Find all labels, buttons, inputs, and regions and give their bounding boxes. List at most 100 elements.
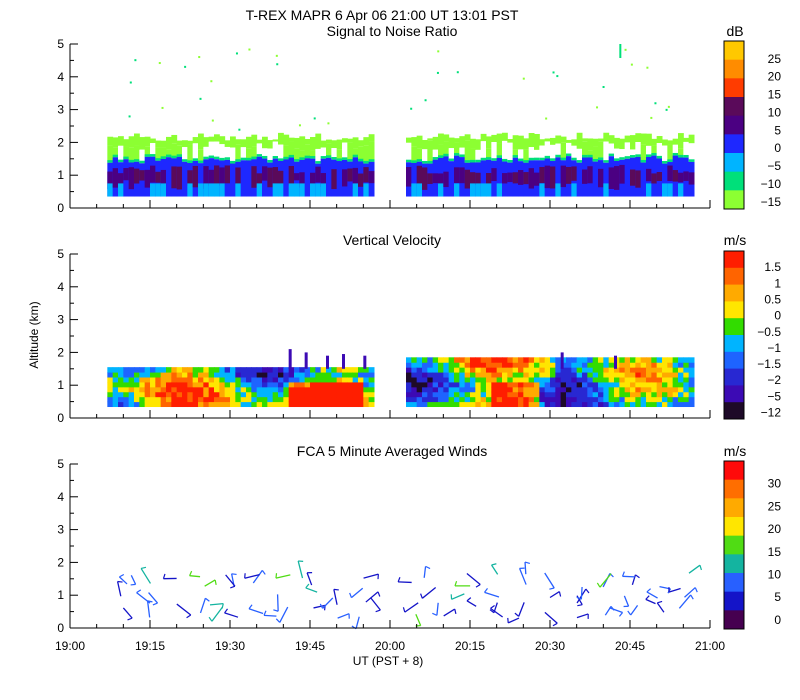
snr-cell	[352, 183, 359, 197]
y-tick-label: 5	[57, 37, 64, 51]
vv-cell	[592, 386, 599, 393]
snr-speckle	[424, 99, 427, 102]
vv-cell	[123, 386, 130, 393]
vv-cell	[534, 391, 540, 398]
vv-cell	[160, 391, 167, 398]
wind-barb-flag	[119, 574, 125, 578]
vv-cell	[192, 386, 199, 393]
snr-cell	[160, 169, 167, 186]
snr-cell	[235, 139, 242, 145]
vv-cell	[656, 367, 663, 373]
snr-cell	[523, 160, 530, 163]
snr-cell	[683, 141, 690, 158]
snr-cell	[192, 137, 199, 144]
snr-cell	[219, 167, 226, 186]
vv-cell	[251, 396, 258, 403]
wind-barb	[370, 597, 381, 611]
vv-cell	[571, 396, 578, 403]
vv-cell	[640, 391, 647, 398]
vv-cell	[464, 401, 471, 408]
snr-cell	[224, 157, 231, 160]
snr-cell	[614, 137, 620, 149]
vv-cell	[240, 401, 247, 408]
vv-cell	[486, 367, 492, 373]
vv-cell	[587, 372, 594, 378]
snr-cell	[251, 166, 258, 188]
vv-cell	[368, 381, 375, 388]
vv-cell	[320, 381, 327, 388]
vv-cell	[448, 362, 455, 368]
snr-speckle	[248, 48, 251, 51]
vv-cell	[267, 372, 274, 378]
snr-cell	[326, 139, 332, 144]
snr-cell	[614, 166, 620, 190]
vv-cell	[571, 391, 578, 398]
vv-cell	[331, 391, 338, 398]
vv-cell	[128, 377, 135, 383]
vv-cell	[246, 372, 252, 378]
vv-cell	[299, 391, 306, 398]
snr-cell	[118, 136, 124, 146]
snr-speckle	[184, 65, 187, 68]
snr-speckle	[161, 106, 164, 109]
snr-cell	[123, 146, 130, 160]
wind-barb	[248, 608, 264, 615]
vv-cell	[416, 381, 423, 388]
snr-cell	[512, 172, 519, 184]
vv-cell	[635, 367, 642, 373]
vv-cell	[550, 401, 556, 408]
colorbar-label: 25	[768, 52, 782, 66]
vv-cell	[592, 372, 599, 378]
vv-cell	[438, 357, 444, 363]
snr-cell	[566, 142, 572, 157]
snr-cell	[352, 154, 359, 158]
snr-cell	[347, 138, 354, 143]
snr-cell	[326, 143, 332, 158]
vv-cell	[651, 377, 658, 383]
x-tick-label: 19:00	[55, 639, 85, 653]
snr-cell	[539, 139, 546, 146]
wind-barb	[306, 572, 313, 586]
snr-cell	[667, 183, 674, 197]
vv-cell	[240, 391, 247, 398]
snr-cell	[294, 137, 300, 149]
vv-cell	[347, 381, 354, 388]
vv-cell	[176, 381, 183, 388]
vv-cell	[315, 381, 322, 388]
vv-cell	[272, 396, 279, 403]
wind-barb-flag	[621, 571, 625, 577]
vv-cell	[208, 391, 215, 398]
vv-cell	[550, 362, 556, 368]
snr-cell	[203, 137, 210, 147]
vv-cell	[475, 391, 482, 398]
vv-cell	[555, 396, 562, 403]
snr-cell	[448, 161, 455, 197]
vv-cell	[150, 377, 156, 383]
vv-cell	[651, 401, 658, 408]
snr-cell	[342, 138, 348, 143]
vv-cell	[294, 401, 300, 408]
vv-cell	[646, 357, 652, 363]
vv-cell	[224, 377, 231, 383]
snr-cell	[176, 166, 183, 190]
snr-cell	[534, 172, 540, 186]
snr-speckle	[602, 86, 605, 89]
x-tick-label: 19:45	[295, 639, 325, 653]
vv-cell	[496, 377, 503, 383]
vv-cell	[422, 367, 428, 373]
snr-cell	[646, 154, 652, 157]
vv-cell	[507, 357, 514, 363]
colorbar-swatch	[724, 554, 744, 574]
vv-cell	[134, 396, 140, 403]
vv-cell	[496, 372, 503, 378]
vv-cell	[416, 367, 423, 373]
snr-cell	[555, 183, 562, 197]
snr-cell	[576, 162, 583, 197]
vv-cell	[256, 377, 263, 383]
snr-cell	[118, 173, 124, 189]
wind-barb	[146, 600, 151, 618]
snr-cell	[454, 183, 460, 197]
vv-cell	[624, 357, 631, 363]
vv-cell	[646, 391, 652, 398]
colorbar-swatch	[724, 535, 744, 555]
